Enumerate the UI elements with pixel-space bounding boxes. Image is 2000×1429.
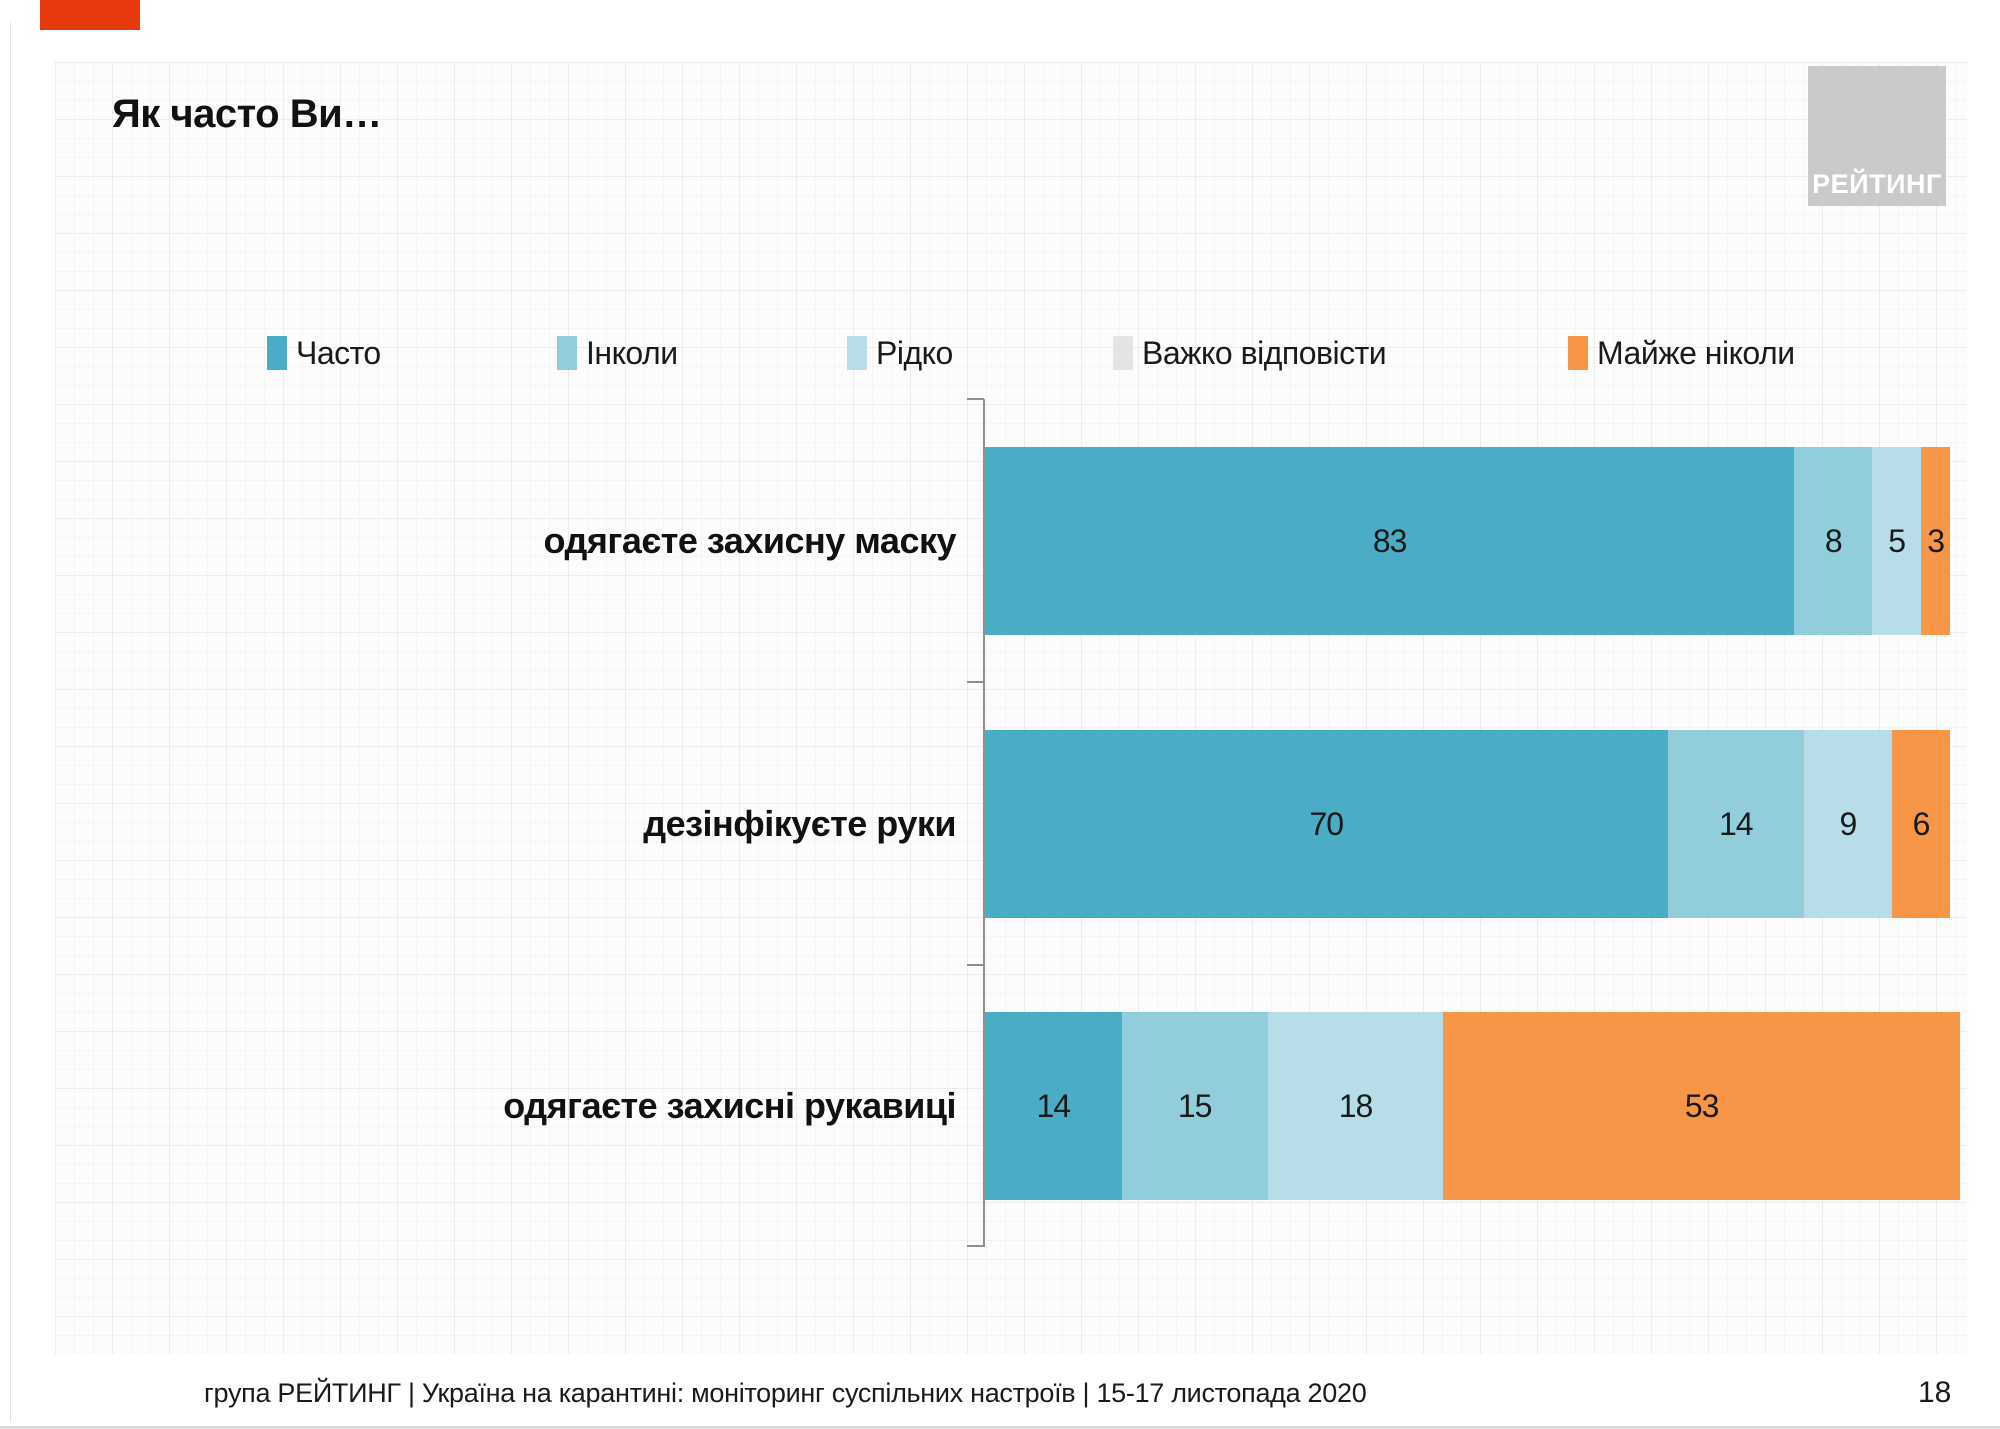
bar-segment: 3 <box>1921 447 1951 635</box>
legend-swatch <box>557 336 577 370</box>
legend-swatch <box>1568 336 1588 370</box>
axis-tick <box>967 964 984 966</box>
legend-label: Важко відповісти <box>1142 334 1387 371</box>
legend-swatch <box>267 336 287 370</box>
bar-segment: 8 <box>1794 447 1873 635</box>
legend-item: Рідко <box>847 333 953 373</box>
axis-tick <box>967 681 984 683</box>
rating-logo: РЕЙТИНГ <box>1808 66 1946 206</box>
bar-value-label: 18 <box>1338 1087 1374 1124</box>
category-label: дезінфікуєте руки <box>643 803 956 844</box>
legend-swatch <box>1113 336 1133 370</box>
bar-value-label: 8 <box>1824 522 1843 559</box>
bar-segment: 83 <box>985 447 1795 635</box>
bar-segment: 14 <box>1667 730 1804 918</box>
left-edge-line <box>10 22 11 1422</box>
legend-item: Важко відповісти <box>1113 333 1387 373</box>
bar-value-label: 3 <box>1927 522 1945 559</box>
legend-label: Інколи <box>586 334 678 371</box>
bar-segment: 15 <box>1121 1012 1268 1200</box>
axis-tick <box>967 1245 984 1247</box>
legend-label: Часто <box>296 334 381 371</box>
category-axis-line <box>983 399 985 1247</box>
bar-segment: 6 <box>1891 730 1951 918</box>
bar-value-label: 6 <box>1912 805 1931 842</box>
axis-tick <box>967 398 984 400</box>
bar-value-label: 14 <box>1718 805 1754 842</box>
bar-value-label: 9 <box>1839 805 1857 842</box>
bar-row: 83 8 5 3 <box>985 447 1960 635</box>
bar-value-label: 15 <box>1177 1087 1213 1124</box>
bar-value-label: 70 <box>1309 805 1344 842</box>
legend-label: Майже ніколи <box>1597 334 1795 371</box>
page-title: Як часто Ви… <box>112 92 382 136</box>
legend-swatch <box>847 336 867 370</box>
legend-label: Рідко <box>876 334 953 371</box>
bar-value-label: 5 <box>1888 522 1906 559</box>
bar-value-label: 83 <box>1372 522 1408 559</box>
bar-row: 14 15 18 53 <box>985 1012 1960 1200</box>
bar-segment: 70 <box>985 730 1668 918</box>
legend-item: Інколи <box>557 333 678 373</box>
red-accent-mark <box>40 0 140 30</box>
bar-value-label: 14 <box>1036 1087 1071 1124</box>
bar-segment: 14 <box>985 1012 1122 1200</box>
legend-item: Майже ніколи <box>1568 333 1795 373</box>
footer-source-text: група РЕЙТИНГ | Україна на карантині: мо… <box>204 1378 1367 1408</box>
bar-value-label: 53 <box>1684 1087 1720 1124</box>
chart-legend: Часто Інколи Рідко Важко відповісти Майже ні… <box>0 333 2000 377</box>
bar-segment: 18 <box>1267 1012 1444 1200</box>
category-label: одягаєте захисні рукавиці <box>503 1085 956 1126</box>
category-label: одягаєте захисну маску <box>543 520 956 561</box>
bar-segment: 9 <box>1804 730 1892 918</box>
bar-segment: 53 <box>1443 1012 1960 1200</box>
legend-item: Часто <box>267 333 381 373</box>
bar-row: 70 14 9 6 <box>985 730 1960 918</box>
bar-segment: 5 <box>1872 447 1921 635</box>
page-number: 18 <box>1918 1376 1952 1409</box>
grid-background <box>55 62 1967 1354</box>
bottom-edge-line <box>0 1426 2000 1429</box>
rating-logo-text: РЕЙТИНГ <box>1812 169 1942 199</box>
